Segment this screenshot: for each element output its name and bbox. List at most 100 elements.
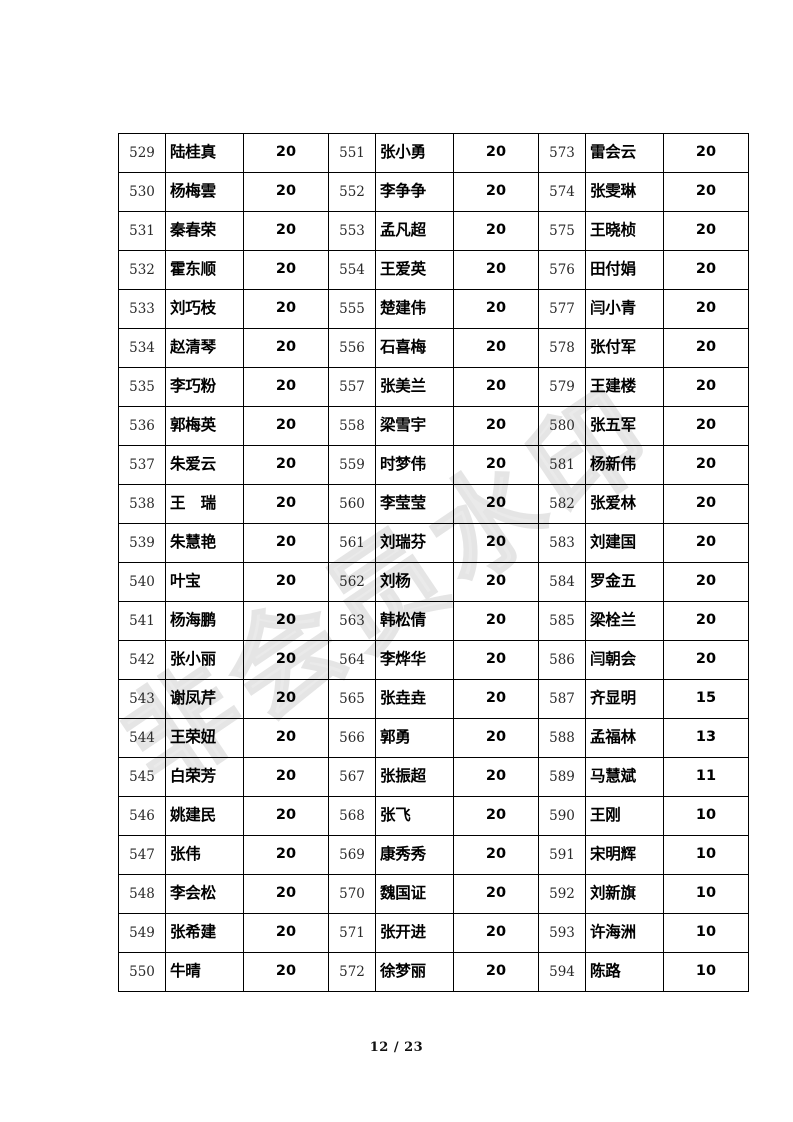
row-name-cell: 秦春荣: [165, 211, 244, 251]
row-id-cell: 577: [538, 289, 586, 329]
row-value-cell: 20: [243, 718, 329, 758]
row-value-cell: 20: [453, 523, 539, 563]
row-value-cell: 10: [663, 874, 749, 914]
roster-table-container: 529 陆桂真 20 551 张小勇 20 573 雷会云 20 530 杨梅雲 20 552 李争争 20…: [118, 133, 749, 992]
row-id-cell: 537: [118, 445, 166, 485]
row-name-cell: 张小丽: [165, 640, 244, 680]
row-name-cell: 王建楼: [585, 367, 664, 407]
row-id-cell: 563: [328, 601, 376, 641]
row-id-cell: 557: [328, 367, 376, 407]
row-name-cell: 田付娟: [585, 250, 664, 290]
row-name-cell: 王荣妞: [165, 718, 244, 758]
row-id-cell: 588: [538, 718, 586, 758]
row-id-cell: 552: [328, 172, 376, 212]
page-number-label: 12 / 23: [369, 1040, 424, 1055]
row-value-cell: 20: [453, 562, 539, 602]
row-value-cell: 20: [663, 367, 749, 407]
table-row: 542 张小丽 20 564 李烨华 20 586 闫朝会 20: [118, 640, 749, 680]
row-id-cell: 544: [118, 718, 166, 758]
row-id-cell: 581: [538, 445, 586, 485]
row-name-cell: 李巧粉: [165, 367, 244, 407]
row-name-cell: 杨海鹏: [165, 601, 244, 641]
row-name-cell: 赵清琴: [165, 328, 244, 368]
row-name-cell: 牛晴: [165, 952, 244, 992]
row-id-cell: 576: [538, 250, 586, 290]
table-row: 531 秦春荣 20 553 孟凡超 20 575 王晓桢 20: [118, 211, 749, 251]
row-id-cell: 593: [538, 913, 586, 953]
table-row: 544 王荣妞 20 566 郭勇 20 588 孟福林 13: [118, 718, 749, 758]
row-name-cell: 张雯琳: [585, 172, 664, 212]
row-value-cell: 20: [663, 601, 749, 641]
row-value-cell: 20: [453, 757, 539, 797]
row-value-cell: 20: [243, 913, 329, 953]
row-name-cell: 宋明辉: [585, 835, 664, 875]
row-id-cell: 590: [538, 796, 586, 836]
row-name-cell: 谢凤芹: [165, 679, 244, 719]
row-id-cell: 553: [328, 211, 376, 251]
table-row: 545 白荣芳 20 567 张振超 20 589 马慧斌 11: [118, 757, 749, 797]
row-id-cell: 559: [328, 445, 376, 485]
row-value-cell: 15: [663, 679, 749, 719]
row-value-cell: 10: [663, 952, 749, 992]
table-row: 533 刘巧枝 20 555 楚建伟 20 577 闫小青 20: [118, 289, 749, 329]
row-name-cell: 魏国证: [375, 874, 454, 914]
row-value-cell: 20: [453, 172, 539, 212]
row-value-cell: 20: [243, 757, 329, 797]
row-value-cell: 20: [243, 367, 329, 407]
row-name-cell: 张五军: [585, 406, 664, 446]
row-id-cell: 546: [118, 796, 166, 836]
row-id-cell: 580: [538, 406, 586, 446]
row-id-cell: 568: [328, 796, 376, 836]
row-value-cell: 20: [663, 250, 749, 290]
row-name-cell: 齐显明: [585, 679, 664, 719]
row-value-cell: 20: [243, 133, 329, 173]
row-value-cell: 20: [453, 952, 539, 992]
row-value-cell: 20: [453, 133, 539, 173]
row-name-cell: 王刚: [585, 796, 664, 836]
table-row: 529 陆桂真 20 551 张小勇 20 573 雷会云 20: [118, 133, 749, 173]
row-value-cell: 20: [243, 445, 329, 485]
row-name-cell: 刘瑞芬: [375, 523, 454, 563]
row-name-cell: 白荣芳: [165, 757, 244, 797]
row-value-cell: 20: [243, 835, 329, 875]
row-value-cell: 11: [663, 757, 749, 797]
table-row: 534 赵清琴 20 556 石喜梅 20 578 张付军 20: [118, 328, 749, 368]
row-id-cell: 584: [538, 562, 586, 602]
row-name-cell: 王爱英: [375, 250, 454, 290]
row-name-cell: 张希建: [165, 913, 244, 953]
row-value-cell: 20: [243, 796, 329, 836]
row-id-cell: 572: [328, 952, 376, 992]
row-id-cell: 571: [328, 913, 376, 953]
row-id-cell: 555: [328, 289, 376, 329]
row-id-cell: 530: [118, 172, 166, 212]
row-id-cell: 592: [538, 874, 586, 914]
row-value-cell: 20: [243, 601, 329, 641]
row-id-cell: 570: [328, 874, 376, 914]
row-name-cell: 闫小青: [585, 289, 664, 329]
row-id-cell: 582: [538, 484, 586, 524]
row-name-cell: 刘杨: [375, 562, 454, 602]
row-value-cell: 20: [453, 835, 539, 875]
table-row: 532 霍东顺 20 554 王爱英 20 576 田付娟 20: [118, 250, 749, 290]
row-id-cell: 541: [118, 601, 166, 641]
row-id-cell: 542: [118, 640, 166, 680]
row-value-cell: 20: [453, 211, 539, 251]
row-name-cell: 刘新旗: [585, 874, 664, 914]
row-value-cell: 20: [663, 523, 749, 563]
row-id-cell: 532: [118, 250, 166, 290]
row-id-cell: 591: [538, 835, 586, 875]
row-id-cell: 562: [328, 562, 376, 602]
row-value-cell: 20: [663, 445, 749, 485]
row-id-cell: 594: [538, 952, 586, 992]
row-name-cell: 杨梅雲: [165, 172, 244, 212]
row-id-cell: 543: [118, 679, 166, 719]
row-id-cell: 574: [538, 172, 586, 212]
row-value-cell: 20: [453, 484, 539, 524]
table-row: 540 叶宝 20 562 刘杨 20 584 罗金五 20: [118, 562, 749, 602]
row-id-cell: 539: [118, 523, 166, 563]
row-name-cell: 康秀秀: [375, 835, 454, 875]
row-value-cell: 20: [243, 484, 329, 524]
row-name-cell: 梁栓兰: [585, 601, 664, 641]
row-id-cell: 566: [328, 718, 376, 758]
row-id-cell: 561: [328, 523, 376, 563]
